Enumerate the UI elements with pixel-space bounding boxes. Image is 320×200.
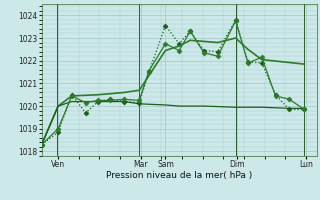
X-axis label: Pression niveau de la mer( hPa ): Pression niveau de la mer( hPa ) — [106, 171, 252, 180]
